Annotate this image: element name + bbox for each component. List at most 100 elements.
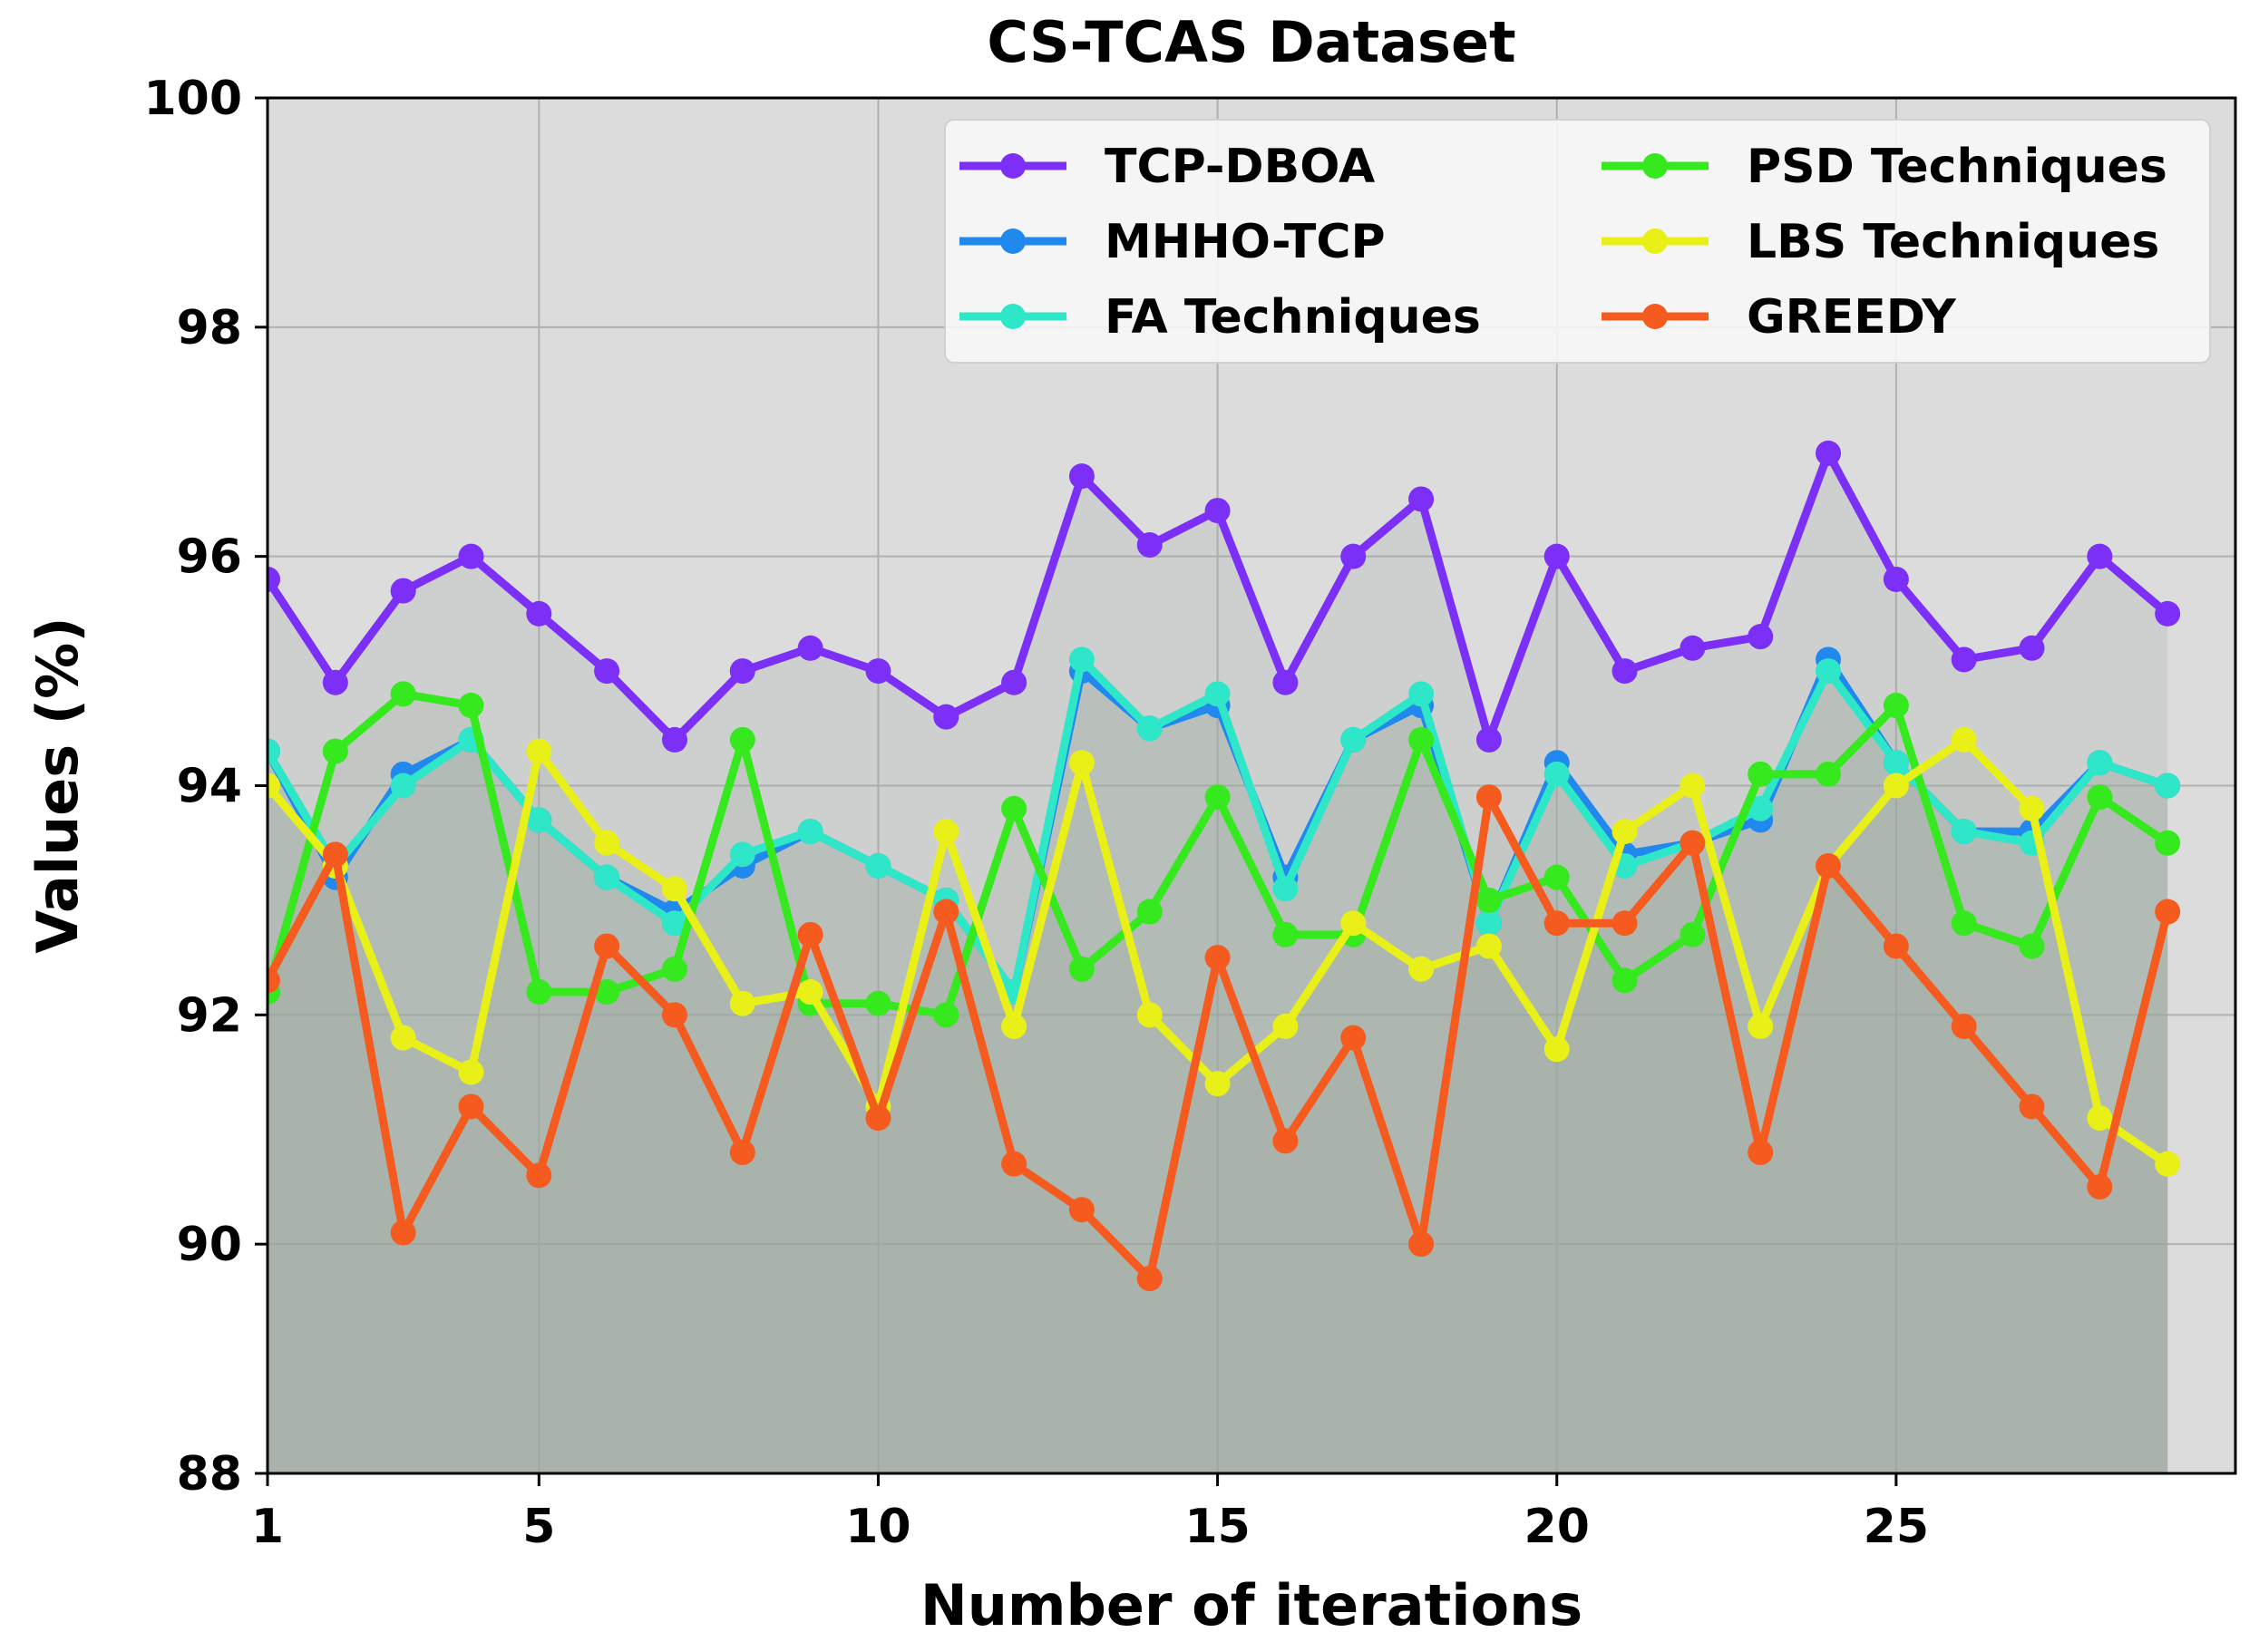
- data-point: [594, 864, 620, 890]
- data-point: [729, 1140, 755, 1166]
- data-point: [322, 738, 348, 764]
- y-tick-label: 94: [177, 760, 242, 814]
- data-point: [1068, 463, 1095, 490]
- data-point: [1272, 669, 1299, 695]
- data-point: [729, 841, 755, 868]
- legend-label: MHHO-TCP: [1105, 215, 1386, 269]
- chart-title: CS-TCAS Dataset: [987, 9, 1515, 75]
- data-point: [729, 990, 755, 1016]
- series-0: [187, 440, 2181, 753]
- data-point: [1340, 543, 1367, 569]
- series-3: [268, 681, 2181, 1028]
- data-point: [729, 658, 755, 685]
- data-point: [1340, 726, 1367, 753]
- data-point: [458, 543, 484, 569]
- data-point: [1543, 761, 1570, 787]
- data-point: [1136, 532, 1163, 559]
- data-point: [933, 1002, 959, 1028]
- data-point: [661, 1002, 687, 1028]
- data-point: [2087, 1105, 2113, 1132]
- data-point: [1408, 1231, 1435, 1258]
- data-point: [1204, 945, 1231, 971]
- x-axis-ticks: 1 5 10 15 20 25: [251, 1473, 1929, 1554]
- legend-item: FA Techniques: [959, 290, 1481, 345]
- data-point: [268, 566, 280, 592]
- data-point: [187, 888, 212, 913]
- data-point: [1883, 750, 1909, 776]
- data-point: [390, 1220, 416, 1246]
- x-tick-label: 1: [251, 1500, 284, 1554]
- data-point: [2087, 784, 2113, 811]
- data-point: [390, 578, 416, 604]
- data-point: [1068, 646, 1095, 673]
- data-point: [594, 933, 620, 959]
- data-point: [2087, 750, 2113, 776]
- data-point: [1475, 933, 1502, 959]
- data-point: [458, 1059, 484, 1085]
- y-tick-label: 96: [177, 530, 242, 585]
- data-point: [1272, 876, 1299, 902]
- data-point: [1680, 921, 1706, 947]
- data-point: [1951, 726, 1977, 753]
- data-point: [1748, 761, 1774, 787]
- series-fill-5: [268, 797, 2168, 1473]
- data-point: [458, 693, 484, 719]
- data-point: [1204, 1071, 1231, 1097]
- data-point: [1748, 1140, 1774, 1166]
- data-point: [1883, 773, 1909, 799]
- legend-label: PSD Techniques: [1747, 140, 2167, 194]
- data-point: [526, 807, 552, 833]
- data-point: [933, 704, 959, 730]
- data-point: [458, 1093, 484, 1120]
- legend-marker: [1000, 153, 1026, 179]
- x-tick-label: 5: [522, 1500, 555, 1554]
- data-point: [2155, 1151, 2181, 1177]
- data-point: [1068, 1197, 1095, 1223]
- data-point: [1680, 773, 1706, 799]
- data-point: [2019, 933, 2045, 959]
- data-point: [1543, 1036, 1570, 1063]
- data-point: [865, 852, 891, 879]
- data-point: [1543, 864, 1570, 890]
- data-point: [1272, 921, 1299, 947]
- x-tick-label: 20: [1524, 1500, 1590, 1554]
- y-tick-label: 88: [177, 1447, 242, 1501]
- legend-marker: [1642, 304, 1668, 329]
- data-point: [1611, 658, 1638, 685]
- data-point: [187, 486, 212, 511]
- data-point: [1475, 784, 1502, 811]
- series-5: [187, 784, 2181, 1292]
- data-point: [1611, 910, 1638, 937]
- data-point: [661, 876, 687, 902]
- data-point: [661, 910, 687, 937]
- data-point: [594, 830, 620, 856]
- data-point: [1408, 726, 1435, 753]
- legend-box: [944, 119, 2211, 364]
- legend-item: MHHO-TCP: [959, 215, 1386, 269]
- data-point: [594, 658, 620, 685]
- series-line: [268, 449, 2171, 744]
- data-point: [268, 773, 280, 799]
- data-point: [2019, 635, 2045, 661]
- data-point: [1475, 910, 1502, 937]
- data-point: [2087, 1173, 2113, 1200]
- legend-marker: [1642, 228, 1668, 254]
- legend-marker: [1000, 304, 1026, 329]
- series-line: [268, 792, 2172, 1283]
- data-point: [1543, 910, 1570, 937]
- data-point: [1951, 1013, 1977, 1039]
- legend-label: LBS Techniques: [1747, 215, 2159, 269]
- data-point: [1136, 715, 1163, 742]
- y-tick-label: 98: [177, 301, 242, 355]
- data-point: [1408, 956, 1435, 982]
- legend-item: GREEDY: [1602, 290, 1957, 345]
- data-point: [1475, 887, 1502, 913]
- data-point: [1136, 1002, 1163, 1028]
- data-point: [268, 967, 280, 994]
- data-point: [797, 635, 823, 661]
- data-point: [390, 1025, 416, 1051]
- data-point: [1543, 543, 1570, 569]
- data-point: [1001, 1013, 1027, 1039]
- data-point: [1883, 566, 1909, 592]
- x-tick-label: 10: [845, 1500, 910, 1554]
